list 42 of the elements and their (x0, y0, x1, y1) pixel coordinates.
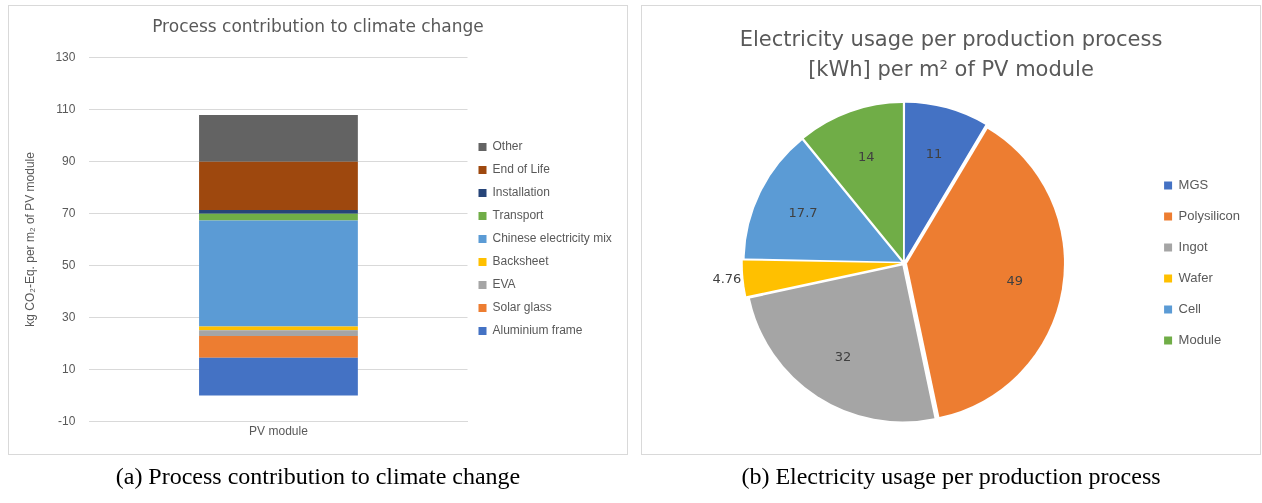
data-label: 49 (1006, 272, 1024, 288)
y-tick-label: 30 (62, 309, 76, 324)
legend-label: Aluminium frame (492, 323, 583, 338)
legend-label: EVA (492, 277, 516, 292)
y-tick-label: 130 (55, 49, 76, 64)
data-label: 11 (925, 145, 943, 161)
legend-label: Polysilicon (1178, 207, 1241, 223)
data-label: 17.7 (788, 205, 818, 221)
legend-label: Installation (492, 185, 550, 200)
legend-label: End of Life (492, 162, 551, 177)
y-tick-label: 90 (62, 153, 76, 168)
legend-label: Backsheet (492, 254, 550, 269)
text: (b) Electricity usage per production process (740, 463, 1162, 490)
legend-label: Chinese electricity mix (492, 231, 612, 246)
legend-label: Ingot (1178, 238, 1208, 254)
data-label: 32 (834, 348, 852, 364)
bar (199, 357, 358, 396)
legend-label: Module (1178, 331, 1222, 347)
bar (199, 161, 358, 210)
bar (199, 209, 358, 214)
legend-label: Other (492, 139, 523, 154)
legend-label: Wafer (1178, 269, 1214, 285)
y-tick-label: 110 (56, 101, 76, 116)
chart-title: Electricity usage per production process [kWh] per m² of PV module (738, 26, 1164, 84)
y-axis-title: kg CO₂-Eq. per m₂ of PV module (22, 151, 37, 327)
text: (a) Process contribution to climate change (114, 463, 522, 490)
bar (199, 330, 358, 336)
bar (199, 114, 358, 162)
y-tick-label: 70 (62, 205, 76, 220)
chart-title: Process contribution to climate change (151, 15, 485, 36)
bar (199, 335, 358, 358)
legend-label: MGS (1178, 176, 1209, 192)
legend-label: Solar glass (492, 300, 552, 315)
y-tick-label: -10 (58, 413, 76, 428)
data-label: 14 (858, 148, 875, 164)
x-tick-label: PV module (249, 424, 309, 439)
data-label: 4.76 (712, 271, 742, 287)
y-tick-label: 50 (62, 257, 76, 272)
legend-label: Cell (1178, 300, 1202, 316)
y-tick-label: 10 (62, 361, 76, 376)
bar (199, 220, 358, 327)
legend-label: Transport (492, 208, 545, 223)
